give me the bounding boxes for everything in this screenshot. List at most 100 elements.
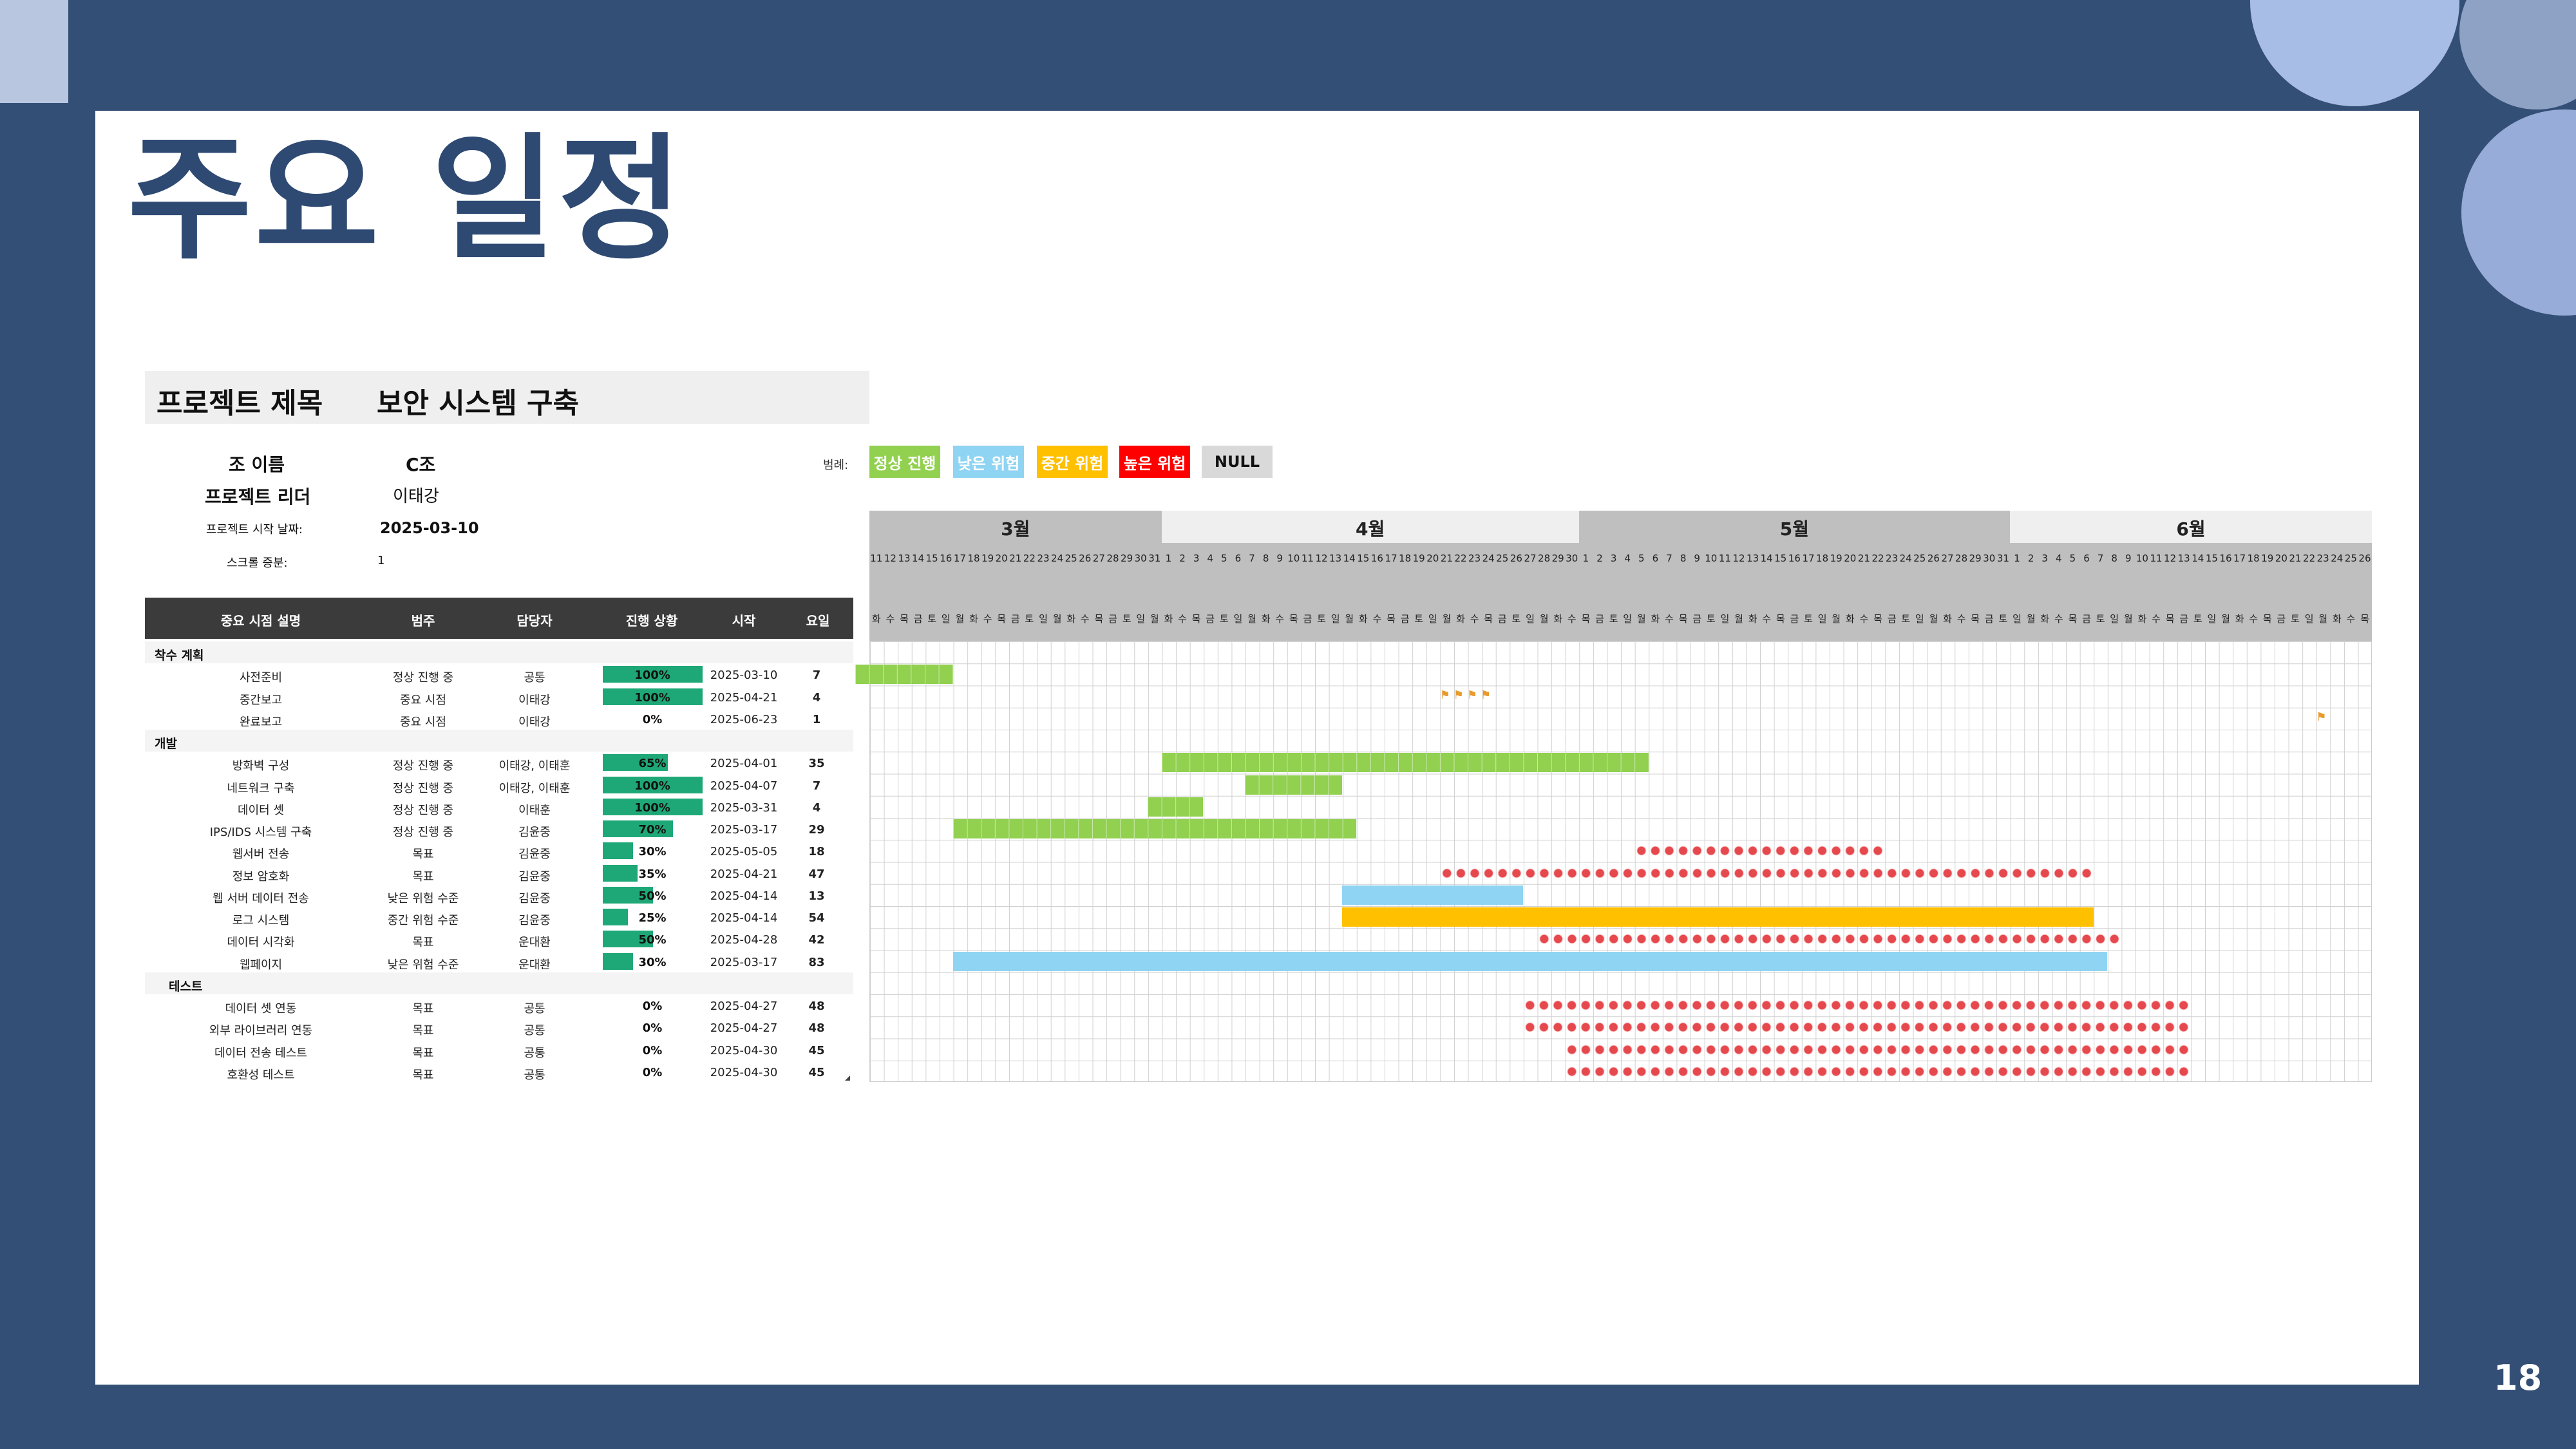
- cell-category: 목표: [412, 869, 434, 884]
- table-row[interactable]: [145, 773, 853, 796]
- day-number: 5: [1221, 553, 1227, 564]
- day-name: 수: [1275, 613, 1285, 625]
- day-number: 7: [2097, 553, 2104, 564]
- table-row[interactable]: [145, 663, 853, 686]
- table-row[interactable]: [145, 884, 853, 906]
- day-name: 금: [1692, 613, 1702, 625]
- table-row[interactable]: [145, 928, 853, 951]
- table-row[interactable]: [145, 994, 853, 1016]
- gantt-bar[interactable]: [1342, 885, 1524, 905]
- progress-value: 70%: [638, 823, 667, 837]
- gantt-target-markers[interactable]: [1565, 1042, 2191, 1057]
- cell-days: 45: [808, 1043, 825, 1057]
- gantt-bar[interactable]: [1161, 753, 1649, 773]
- project-title-value[interactable]: 보안 시스템 구축: [377, 387, 579, 420]
- table-row[interactable]: [145, 862, 853, 884]
- day-name: 화: [969, 613, 978, 625]
- day-number: 7: [1666, 553, 1672, 564]
- gantt-target-markers[interactable]: [1439, 866, 2094, 880]
- day-number: 13: [1329, 553, 1342, 564]
- leader-value[interactable]: 이태강: [393, 487, 439, 506]
- gantt-target-markers[interactable]: [1537, 932, 2121, 947]
- team-value[interactable]: C조: [406, 454, 436, 475]
- gantt-bar[interactable]: [952, 819, 1356, 838]
- day-number: 21: [1009, 553, 1022, 564]
- resize-handle[interactable]: [845, 1075, 850, 1081]
- day-number: 21: [1857, 553, 1870, 564]
- cell-start-date: 2025-04-30: [710, 1065, 778, 1079]
- day-name: 목: [1289, 613, 1298, 625]
- gantt-milestone-flags[interactable]: ⚑⚑⚑⚑: [1439, 688, 1495, 702]
- day-name: 화: [1358, 613, 1368, 625]
- progress-bar: [603, 842, 633, 860]
- gantt-bar[interactable]: [1245, 775, 1343, 795]
- month-header: [1161, 511, 1579, 543]
- decor-circle: [2461, 109, 2576, 316]
- section-title: 착수 계획: [155, 649, 204, 663]
- gantt-target-markers[interactable]: [1634, 844, 1885, 858]
- day-name: 수: [1372, 613, 1382, 625]
- day-name: 수: [2346, 613, 2356, 625]
- day-number: 9: [1694, 553, 1700, 564]
- table-row[interactable]: [145, 707, 853, 730]
- col-header-owner: 담당자: [516, 613, 553, 629]
- cell-category: 중간 위험 수준: [387, 914, 459, 927]
- cell-category: 목표: [412, 1024, 434, 1038]
- day-number: 14: [1343, 553, 1356, 564]
- table-row[interactable]: [145, 950, 853, 972]
- day-name: 월: [2318, 613, 2328, 625]
- progress-value: 0%: [642, 712, 663, 726]
- table-row[interactable]: [145, 1038, 853, 1061]
- progress-bar: [603, 909, 628, 925]
- table-row[interactable]: [145, 840, 853, 862]
- day-name: 토: [927, 613, 937, 625]
- cell-desc: 데이터 셋 연동: [225, 1002, 297, 1016]
- day-name: 토: [2096, 613, 2105, 625]
- table-row[interactable]: [145, 1016, 853, 1039]
- day-name: 일: [1428, 613, 1437, 625]
- cell-category: 목표: [412, 1046, 434, 1060]
- cell-days: 13: [808, 889, 825, 903]
- day-number: 9: [1276, 553, 1283, 564]
- table-row[interactable]: [145, 752, 853, 774]
- day-number: 15: [1774, 553, 1787, 564]
- day-number: 14: [2192, 553, 2204, 564]
- table-row[interactable]: [145, 906, 853, 928]
- gantt-bar[interactable]: [1148, 797, 1204, 817]
- day-name: 일: [2304, 613, 2314, 625]
- cell-owner: 공통: [524, 671, 545, 685]
- day-number: 13: [2177, 553, 2190, 564]
- progress-value: 35%: [638, 867, 667, 881]
- table-row[interactable]: [145, 795, 853, 818]
- cell-desc: 정보 암호화: [232, 869, 290, 884]
- day-number: 13: [898, 553, 911, 564]
- month-label: 6월: [2176, 518, 2206, 540]
- day-name: 월: [1832, 613, 1841, 625]
- day-number: 25: [2344, 553, 2357, 564]
- day-number: 7: [1249, 553, 1255, 564]
- gantt-target-markers[interactable]: [1523, 998, 2191, 1012]
- gantt-bar[interactable]: [855, 665, 953, 685]
- day-number: 4: [1207, 553, 1213, 564]
- day-number: 16: [940, 553, 952, 564]
- table-row[interactable]: [145, 685, 853, 708]
- day-name: 목: [2165, 613, 2175, 625]
- start-date-value[interactable]: 2025-03-10: [380, 519, 479, 537]
- col-header-desc: 중요 시점 설명: [220, 613, 301, 629]
- table-row[interactable]: [145, 1060, 853, 1083]
- table-row[interactable]: [145, 818, 853, 840]
- cell-start-date: 2025-05-05: [710, 845, 778, 859]
- cell-category: 목표: [412, 936, 434, 950]
- gantt-bar[interactable]: [952, 951, 2108, 971]
- gantt-target-markers[interactable]: [1565, 1064, 2191, 1079]
- gantt-bar[interactable]: [1342, 907, 2094, 927]
- leader-label: 프로젝트 리더: [205, 486, 311, 507]
- day-name: 일: [2110, 613, 2119, 625]
- gantt-target-markers[interactable]: [1523, 1020, 2191, 1035]
- day-number: 29: [1551, 553, 1564, 564]
- scroll-increment-value[interactable]: 1: [377, 554, 385, 567]
- gantt-milestone-flags[interactable]: ⚑: [2316, 710, 2330, 724]
- cell-category: 정상 진행 중: [392, 781, 454, 795]
- day-name: 화: [871, 613, 881, 625]
- legend-item: NULL: [1202, 446, 1273, 478]
